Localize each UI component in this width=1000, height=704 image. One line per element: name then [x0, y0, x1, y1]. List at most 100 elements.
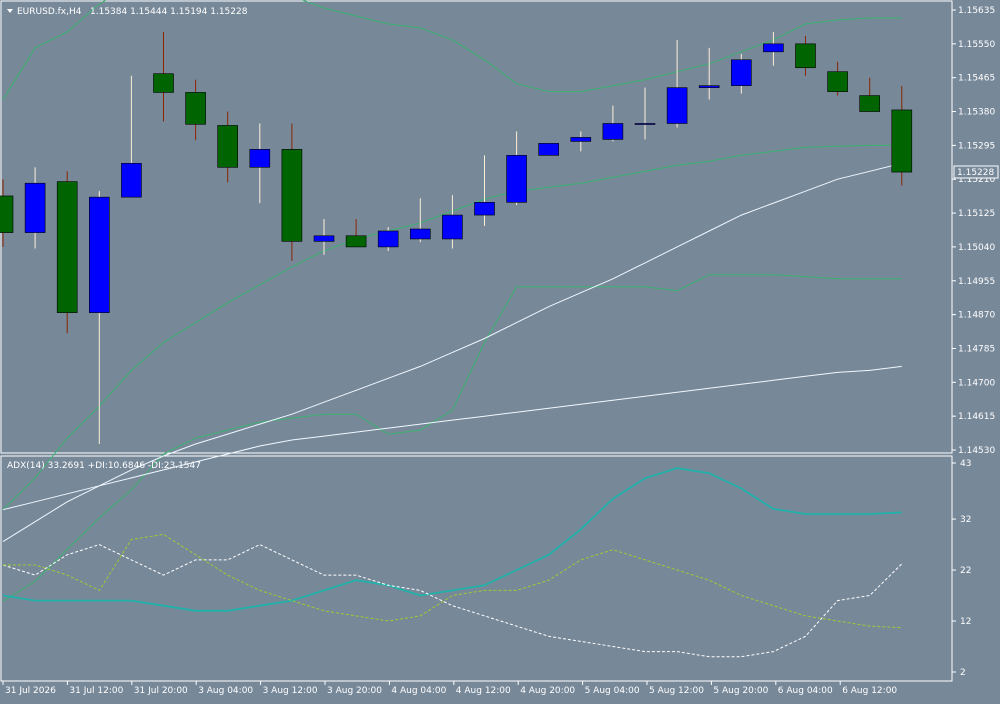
minus-di-line: [3, 533, 902, 629]
candle-body: [409, 228, 431, 240]
time-tick-label: 31 Jul 12:00: [69, 686, 123, 696]
adx-tick-label: 2: [960, 668, 966, 678]
candle-body: [217, 125, 238, 168]
price-tick-label: 1.15295: [958, 141, 995, 151]
adx-tick-label: 32: [960, 515, 971, 525]
candle[interactable]: [24, 167, 46, 249]
candle-body: [634, 123, 656, 125]
candle[interactable]: [827, 61, 848, 96]
candle[interactable]: [442, 195, 463, 249]
ohlc-values: 1.15384 1.15444 1.15194 1.15228: [90, 7, 248, 17]
time-tick-label: 4 Aug 04:00: [391, 686, 446, 696]
candle-body: [0, 195, 14, 233]
candle[interactable]: [121, 75, 142, 198]
time-tick-label: 4 Aug 20:00: [520, 686, 575, 696]
candle-body: [666, 87, 688, 124]
candle[interactable]: [730, 53, 752, 94]
indicator-pane-frame: [0, 455, 953, 682]
adx-tick-label: 12: [960, 617, 971, 627]
price-axis: 1.15635 1.15550 1.15465 1.15380 1.15295 1.152…: [952, 6, 995, 456]
current-price-marker: 1.15228: [953, 165, 999, 179]
candle[interactable]: [185, 79, 206, 141]
time-tick-label: 4 Aug 12:00: [456, 686, 511, 696]
candle-body: [891, 109, 913, 173]
plus-di-line: [2, 544, 903, 658]
candle-body: [538, 143, 560, 156]
time-tick-label: 31 Jul 2026: [5, 686, 56, 696]
price-tick-label: 1.14955: [958, 277, 995, 287]
candle[interactable]: [313, 219, 335, 255]
candle-body: [377, 230, 399, 248]
lower-band-line: [2, 274, 902, 602]
current-price-box: [953, 165, 999, 179]
candle[interactable]: [634, 87, 656, 140]
candle[interactable]: [763, 31, 784, 66]
ma-very-slow-line: [2, 365, 902, 511]
candle[interactable]: [795, 35, 816, 76]
candle-body: [89, 196, 110, 313]
candle[interactable]: [56, 171, 78, 334]
time-tick-label: 6 Aug 12:00: [842, 686, 897, 696]
candle[interactable]: [153, 31, 174, 122]
candle-body: [506, 155, 527, 203]
candle[interactable]: [0, 179, 14, 247]
bands-layer: [2, 0, 902, 602]
candle[interactable]: [217, 111, 238, 183]
candle[interactable]: [602, 105, 624, 142]
time-tick-label: 5 Aug 04:00: [585, 686, 640, 696]
candle-body: [24, 182, 46, 233]
candle[interactable]: [538, 143, 560, 156]
symbol-menu-icon[interactable]: [7, 9, 13, 13]
candle[interactable]: [409, 198, 431, 243]
adx-tick-label: 22: [960, 566, 971, 576]
price-tick-label: 1.14615: [958, 412, 995, 422]
candle[interactable]: [249, 123, 271, 204]
price-tick-label: 1.15040: [958, 243, 995, 253]
candle-body: [185, 92, 206, 125]
price-tick-label: 1.14530: [958, 446, 995, 456]
candle[interactable]: [666, 39, 688, 128]
price-tick-label: 1.14700: [958, 378, 995, 388]
candle-body: [121, 163, 142, 198]
candle[interactable]: [345, 219, 367, 248]
price-tick-label: 1.14870: [958, 311, 995, 321]
candle-body: [763, 43, 784, 53]
price-tick-label: 1.15380: [958, 108, 995, 118]
candle[interactable]: [698, 47, 720, 100]
adx-main-line: [2, 467, 902, 612]
candle-body: [698, 85, 720, 88]
candle[interactable]: [281, 123, 303, 261]
time-tick-label: 6 Aug 04:00: [778, 686, 833, 696]
candle-body: [474, 202, 495, 216]
candle[interactable]: [474, 155, 495, 226]
candle-body: [56, 181, 78, 313]
time-tick-label: 3 Aug 04:00: [198, 686, 253, 696]
time-tick-label: 5 Aug 12:00: [649, 686, 704, 696]
price-tick-label: 1.14785: [958, 344, 995, 354]
candle[interactable]: [859, 77, 881, 112]
time-axis: 31 Jul 2026 31 Jul 12:00 31 Jul 20:00 3 Aug…: [2, 681, 897, 696]
candle[interactable]: [891, 86, 913, 186]
symbol-timeframe: EURUSD.fx,H4: [17, 7, 82, 17]
current-price-label: 1.15228: [957, 168, 994, 178]
adx-indicator-label: ADX(14) 33.2691 +DI:10.6846 -DI:23.1547: [7, 461, 201, 471]
price-tick-label: 1.15465: [958, 74, 995, 84]
candle-body: [827, 71, 848, 92]
candle[interactable]: [506, 131, 527, 206]
candle[interactable]: [377, 227, 399, 251]
candle[interactable]: [89, 191, 110, 445]
candle-body: [442, 214, 463, 240]
adx-tick-label: 43: [960, 459, 971, 469]
candle-body: [281, 149, 303, 242]
candle-body: [795, 43, 816, 69]
candle[interactable]: [570, 131, 592, 152]
price-tick-label: 1.15635: [958, 6, 995, 16]
adx-axis: 43 32 22 12 2: [952, 459, 971, 678]
price-tick-label: 1.15125: [958, 209, 995, 219]
candle-body: [345, 235, 367, 248]
candles-layer[interactable]: [0, 31, 913, 445]
candle-body: [313, 235, 335, 242]
candle-body: [730, 59, 752, 86]
